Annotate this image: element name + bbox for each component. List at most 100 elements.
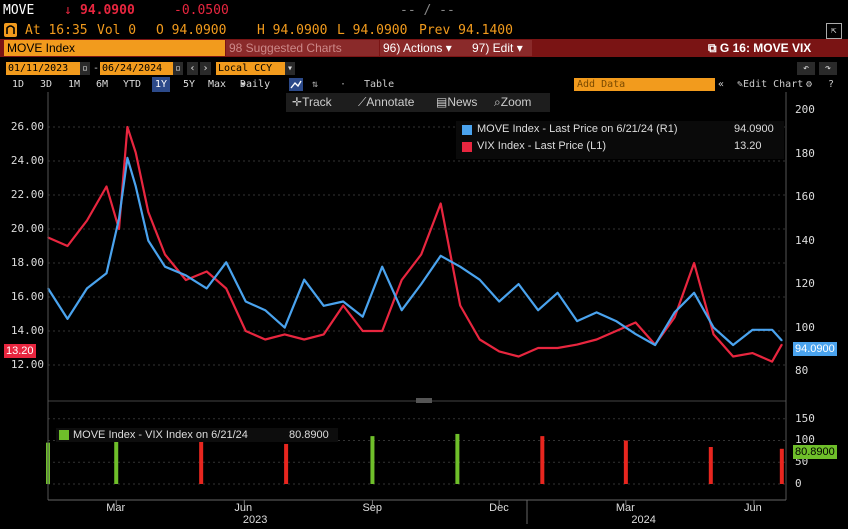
data-point (244, 300, 247, 303)
right-tick-label: 200 (795, 103, 815, 116)
spread-bar (455, 433, 460, 484)
data-point (205, 270, 208, 273)
period-6m[interactable]: 6M (96, 79, 109, 90)
data-point (225, 261, 228, 264)
period-ytd[interactable]: YTD (123, 79, 142, 90)
data-point (517, 355, 520, 358)
zoom-button[interactable]: ⌕ Zoom (494, 93, 531, 112)
data-point (185, 274, 187, 277)
prev-close-value: Prev 94.1400 (419, 23, 513, 38)
security-tab[interactable]: MOVE Index (4, 40, 225, 56)
data-point (693, 291, 695, 294)
range-dash: - (92, 62, 100, 75)
spread-bar (370, 436, 375, 484)
table-button[interactable]: Table (364, 79, 395, 90)
add-data-input[interactable]: Add Data (574, 78, 715, 91)
left-tick-label: 24.00 (10, 154, 44, 167)
data-point (673, 316, 676, 319)
period-3d[interactable]: 3D (40, 79, 53, 90)
data-point (771, 328, 773, 331)
data-point (322, 305, 325, 307)
annotate-button[interactable]: ⟋ Annotate (358, 93, 414, 112)
down-arrow-icon: ↓ (64, 3, 72, 18)
right-tick-label: 160 (795, 190, 815, 204)
data-point (693, 262, 695, 264)
currency-dropdown-icon[interactable]: ▾ (285, 62, 295, 75)
chart-title: ⧉ G 16: MOVE VIX (708, 40, 844, 56)
data-point (712, 333, 715, 336)
calendar-icon[interactable]: ▫ (80, 62, 90, 75)
frequency-select[interactable]: Daily ▾ (240, 79, 271, 90)
suggested-charts-tab[interactable]: 98 Suggested Charts (226, 40, 379, 56)
year-label: 2023 (242, 514, 268, 526)
data-point (781, 343, 783, 346)
end-date-input[interactable]: 06/24/2024 (100, 62, 174, 75)
panel-resize-handle[interactable] (416, 398, 432, 403)
data-point (105, 272, 108, 274)
chart-toolbar: ✛ Track ⟋ Annotate ▤ News ⌕ Zoom (286, 93, 550, 112)
undo-icon[interactable]: ↶ (797, 62, 815, 75)
period-1y[interactable]: 1Y (152, 77, 171, 92)
data-point (478, 338, 481, 341)
right-tick-label: 100 (795, 320, 815, 334)
redo-icon[interactable]: ↷ (819, 62, 837, 75)
data-point (283, 333, 286, 336)
quote-header: MOVE ↓ 94.0900 -0.0500 -- / -- (0, 0, 848, 22)
data-point (147, 239, 150, 242)
track-label: Track (302, 95, 332, 109)
data-point (134, 151, 137, 154)
data-point (400, 279, 403, 281)
spread-tick-label: 150 (795, 411, 815, 425)
popout-icon[interactable]: ⇱ (826, 23, 842, 39)
currency-select[interactable]: Local CCY (216, 62, 286, 75)
period-5y[interactable]: 5Y (183, 79, 196, 90)
data-point (751, 328, 754, 331)
data-point (147, 211, 150, 213)
data-point (66, 245, 69, 247)
collapse-icon[interactable]: « (718, 79, 725, 90)
right-tick-label: 120 (795, 277, 815, 291)
period-max[interactable]: Max (208, 79, 227, 90)
data-point (459, 265, 461, 268)
period-1m[interactable]: 1M (68, 79, 81, 90)
help-icon[interactable]: ? (828, 79, 835, 90)
data-point (420, 253, 422, 256)
next-period-button[interactable]: › (200, 62, 211, 75)
data-point (118, 228, 120, 230)
prev-period-button[interactable]: ‹ (187, 62, 198, 75)
data-point (126, 157, 129, 159)
x-tick-label: Jun (234, 502, 253, 514)
bid-ask-placeholder: -- / -- (400, 3, 455, 18)
data-point (264, 309, 267, 311)
start-date-input[interactable]: 01/11/2023 (6, 62, 80, 75)
spread-bar (708, 447, 713, 484)
price-legend[interactable]: MOVE Index - Last Price on 6/21/24 (R1) … (456, 121, 784, 159)
spread-legend-label: MOVE Index - VIX Index on 6/21/24 (73, 429, 248, 441)
data-point (595, 311, 598, 314)
data-point (537, 309, 539, 311)
calendar-icon[interactable]: ▫ (173, 62, 183, 75)
track-button[interactable]: ✛ Track (292, 93, 332, 112)
edit-chart-button[interactable]: ✎ Edit Chart (737, 79, 804, 90)
line-chart-icon[interactable] (289, 78, 303, 91)
data-point (86, 287, 88, 290)
actions-menu[interactable]: 96) Actions ▾ (380, 40, 469, 56)
data-point (283, 326, 286, 329)
last-price: 94.0900 (80, 3, 135, 18)
data-point (126, 126, 129, 128)
x-tick-label: Mar (106, 502, 126, 514)
spread-legend[interactable]: MOVE Index - VIX Index on 6/21/24 80.890… (56, 428, 338, 442)
chart-settings-gear-icon[interactable]: ⚙ (806, 79, 813, 90)
external-link-icon[interactable]: ⧉ (708, 41, 717, 55)
x-tick-label: Mar (615, 502, 635, 514)
more-dots-icon[interactable]: · (340, 79, 347, 90)
spread-bar (199, 440, 204, 484)
period-1d[interactable]: 1D (12, 79, 25, 90)
data-point (498, 300, 500, 303)
news-button[interactable]: ▤ News (436, 93, 477, 112)
edit-menu[interactable]: 97) Edit ▾ (469, 40, 532, 56)
data-point (264, 338, 267, 341)
exchange-icon[interactable] (4, 23, 17, 37)
bar-type-icon[interactable]: ⇅ (312, 79, 319, 90)
data-point (134, 185, 137, 187)
